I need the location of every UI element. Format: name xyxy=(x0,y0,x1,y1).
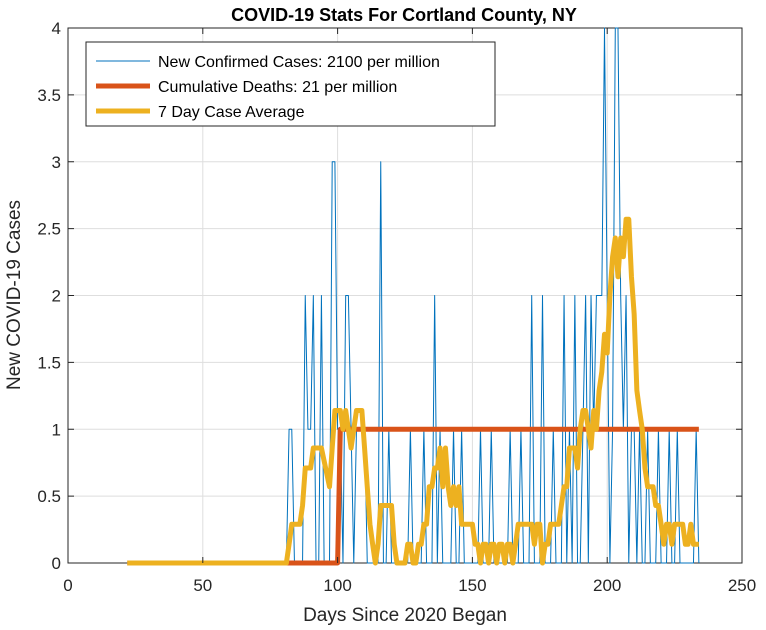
tick-layer: 0 50 100 150 200 250 0 0.5 1 1.5 2 2.5 3 3.5 4 xyxy=(37,19,756,595)
y-axis-label: New COVID-19 Cases xyxy=(4,200,25,390)
chart-title: COVID-19 Stats For Cortland County, NY xyxy=(231,5,577,25)
x-tick-label: 250 xyxy=(728,576,756,595)
x-tick-label: 0 xyxy=(63,576,72,595)
legend-label-deaths: Cumulative Deaths: 21 per million xyxy=(158,79,397,96)
y-tick-label: 1 xyxy=(52,420,61,439)
y-tick-label: 3 xyxy=(52,153,61,172)
legend-label-average: 7 Day Case Average xyxy=(158,104,305,121)
legend-label-new-cases: New Confirmed Cases: 2100 per million xyxy=(158,54,440,71)
x-tick-label: 100 xyxy=(323,576,351,595)
y-tick-label: 2.5 xyxy=(37,220,61,239)
y-tick-label: 0.5 xyxy=(37,487,61,506)
legend-box xyxy=(85,41,496,127)
y-tick-label: 0 xyxy=(52,554,61,573)
x-tick-label: 200 xyxy=(593,576,621,595)
x-axis-label: Days Since 2020 Began xyxy=(303,605,507,626)
y-tick-label: 3.5 xyxy=(37,86,61,105)
x-tick-label: 50 xyxy=(193,576,212,595)
y-tick-label: 2 xyxy=(52,287,61,306)
x-tick-label: 150 xyxy=(458,576,486,595)
series-7-day-average xyxy=(127,216,699,566)
legend: New Confirmed Cases: 2100 per million Cu… xyxy=(85,41,496,127)
y-tick-label: 1.5 xyxy=(37,353,61,372)
y-tick-label: 4 xyxy=(52,19,61,38)
series-layer xyxy=(127,27,700,566)
